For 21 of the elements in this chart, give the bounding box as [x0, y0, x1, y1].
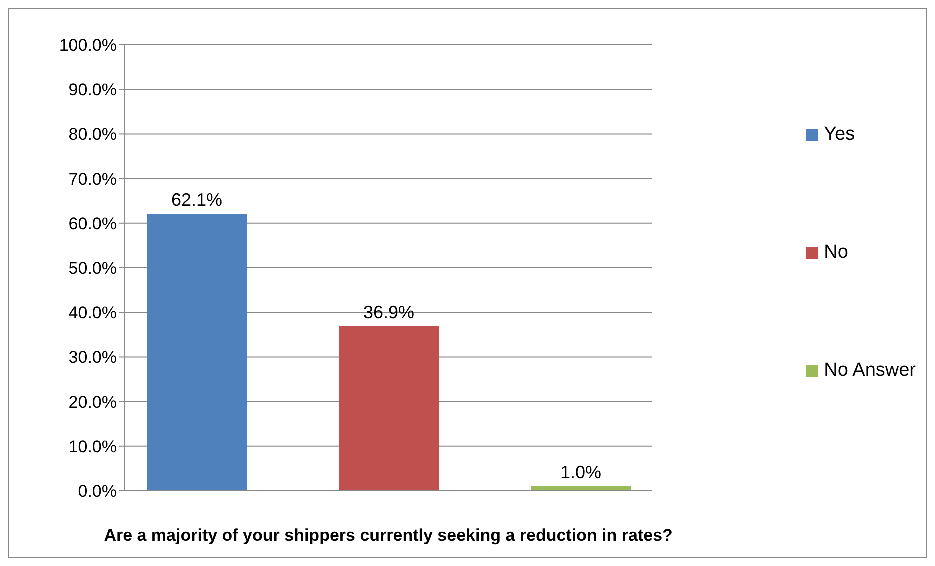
legend-label: No [824, 242, 848, 264]
y-tick-label: 80.0% [68, 125, 117, 144]
x-axis-title: Are a majority of your shippers currently seeking a reduction in rates? [104, 526, 673, 545]
y-tick-label: 30.0% [68, 348, 117, 368]
y-tick-label: 10.0% [68, 437, 117, 456]
y-tick-label: 60.0% [68, 214, 117, 234]
legend-label: No Answer [824, 360, 916, 382]
y-tick-label: 50.0% [68, 259, 117, 278]
bar [531, 486, 631, 491]
y-tick-label: 100.0% [59, 36, 117, 56]
bar [147, 214, 247, 491]
y-tick-label: 90.0% [68, 80, 117, 100]
data-label: 62.1% [171, 190, 223, 210]
y-tick-label: 20.0% [68, 392, 117, 412]
legend-label: Yes [824, 124, 856, 146]
y-tick-label: 70.0% [68, 170, 117, 189]
bar [339, 326, 439, 491]
data-label: 36.9% [363, 302, 415, 322]
data-label: 1.0% [560, 462, 602, 483]
y-tick-label: 0.0% [78, 482, 117, 502]
y-tick-label: 40.0% [68, 304, 117, 323]
